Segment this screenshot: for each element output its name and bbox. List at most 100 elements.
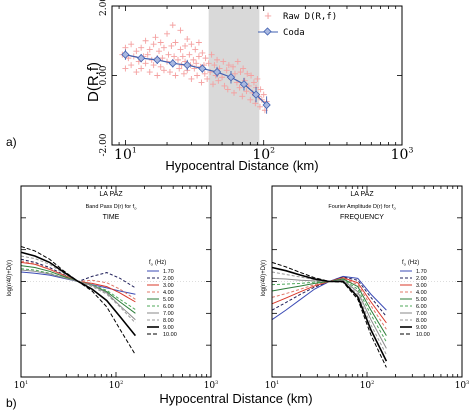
raw-point (188, 41, 195, 48)
raw-point (182, 42, 189, 49)
raw-point (252, 100, 259, 107)
panel-label-time: TIME (103, 214, 120, 221)
tick-exponent: 3 (408, 146, 413, 155)
legend-title-unit: (Hz) (155, 260, 166, 266)
coda-point (183, 60, 192, 70)
series-line-10-00 (271, 261, 387, 368)
raw-point (133, 48, 140, 55)
raw-point (192, 46, 199, 53)
raw-point (176, 65, 183, 72)
subtitle-text: Fourier Amplitude D(r) for f (328, 204, 394, 210)
raw-point (154, 72, 161, 79)
legend-label: 9.00 (163, 325, 174, 331)
series-line-10-00 (20, 246, 136, 355)
raw-point (152, 34, 159, 41)
legend-raw-label: Raw D(R,f) (283, 12, 337, 22)
series-line-7-00 (271, 277, 387, 349)
raw-point (243, 88, 250, 95)
coda-point (212, 67, 222, 77)
raw-point (174, 56, 181, 63)
raw-point (156, 48, 163, 55)
coda-point (262, 100, 271, 110)
raw-point (230, 63, 237, 70)
coda-point (121, 50, 130, 59)
y-axis-label-frequency: log(r/40)+D(r) (261, 260, 267, 296)
subtitle-subscript: o (134, 206, 137, 211)
raw-point (146, 69, 153, 76)
raw-point (172, 39, 179, 46)
x-tick-label: 103 (204, 380, 219, 391)
raw-point (165, 51, 172, 58)
panel-label-b: b) (6, 396, 17, 410)
raw-point (193, 60, 200, 67)
legend-label: 4.00 (163, 290, 174, 296)
raw-point (128, 41, 135, 48)
tick-base: 10 (114, 147, 132, 163)
raw-point (237, 69, 244, 76)
raw-point (142, 60, 149, 67)
raw-point (244, 70, 251, 77)
raw-point (219, 74, 226, 81)
raw-point (199, 49, 206, 56)
legend-coda-marker (263, 27, 272, 36)
raw-point (184, 36, 191, 43)
series-line-1-70 (271, 275, 387, 321)
panel-b-frequency: 101 102 103 LA PAZ Fourier Amplitude D(r) … (261, 185, 469, 391)
y-axis-label-time: log(r/40)+D(r) (7, 260, 13, 296)
raw-point (223, 67, 230, 74)
raw-point (248, 72, 255, 79)
tick-base: 10 (14, 381, 26, 391)
legend-label: 10.00 (163, 332, 177, 338)
raw-point (250, 79, 257, 86)
tick-exponent: 2 (120, 380, 123, 386)
series-line-8-00 (20, 255, 136, 324)
raw-point (220, 58, 227, 65)
raw-point (215, 77, 222, 84)
raw-point (205, 60, 212, 67)
panel-label-a: a) (6, 135, 17, 149)
x-tick-label: 102 (109, 380, 124, 391)
legend-label: 7.00 (163, 311, 174, 317)
x-tick-label: 102 (360, 380, 375, 391)
raw-point (195, 53, 202, 60)
raw-point (247, 96, 254, 103)
tick-exponent: 1 (132, 146, 137, 155)
series-line-5-00 (20, 265, 136, 314)
raw-point (211, 62, 218, 69)
raw-point (159, 55, 166, 62)
tick-exponent: 1 (276, 380, 279, 386)
coda-layer (121, 49, 271, 114)
tick-base: 10 (252, 147, 270, 163)
raw-point (254, 75, 261, 82)
raw-point (201, 70, 208, 77)
x-tick-label: 101 (114, 146, 137, 163)
raw-point (150, 62, 157, 69)
raw-point (210, 81, 217, 88)
raw-point (221, 82, 228, 89)
tick-base: 10 (204, 381, 216, 391)
raw-point (150, 41, 157, 48)
raw-point (172, 72, 179, 79)
legend-label: 2.00 (416, 276, 427, 282)
raw-point (234, 58, 241, 65)
raw-point (169, 22, 176, 29)
raw-point (128, 62, 135, 69)
raw-point (204, 75, 211, 82)
legend-time: fo (Hz) 1.702.003.004.005.006.007.008.009.… (147, 260, 177, 338)
raw-point (146, 46, 153, 53)
coda-point (251, 90, 261, 99)
raw-point (194, 72, 201, 79)
bottom-x-axis-label: Hypocentral Distance (km) (159, 391, 312, 406)
legend-title: fo (Hz) (402, 260, 419, 267)
series-lines-time (20, 246, 137, 355)
legend-label: 8.00 (163, 318, 174, 324)
raw-point (214, 56, 221, 63)
raw-point (225, 62, 232, 69)
legend-label: 2.00 (163, 276, 174, 282)
raw-point (168, 42, 175, 49)
tick-exponent: 3 (215, 380, 218, 386)
legend-raw-symbol: + (264, 8, 272, 23)
raw-point (157, 63, 164, 70)
raw-point (180, 70, 187, 77)
series-line-6-00 (271, 279, 387, 343)
